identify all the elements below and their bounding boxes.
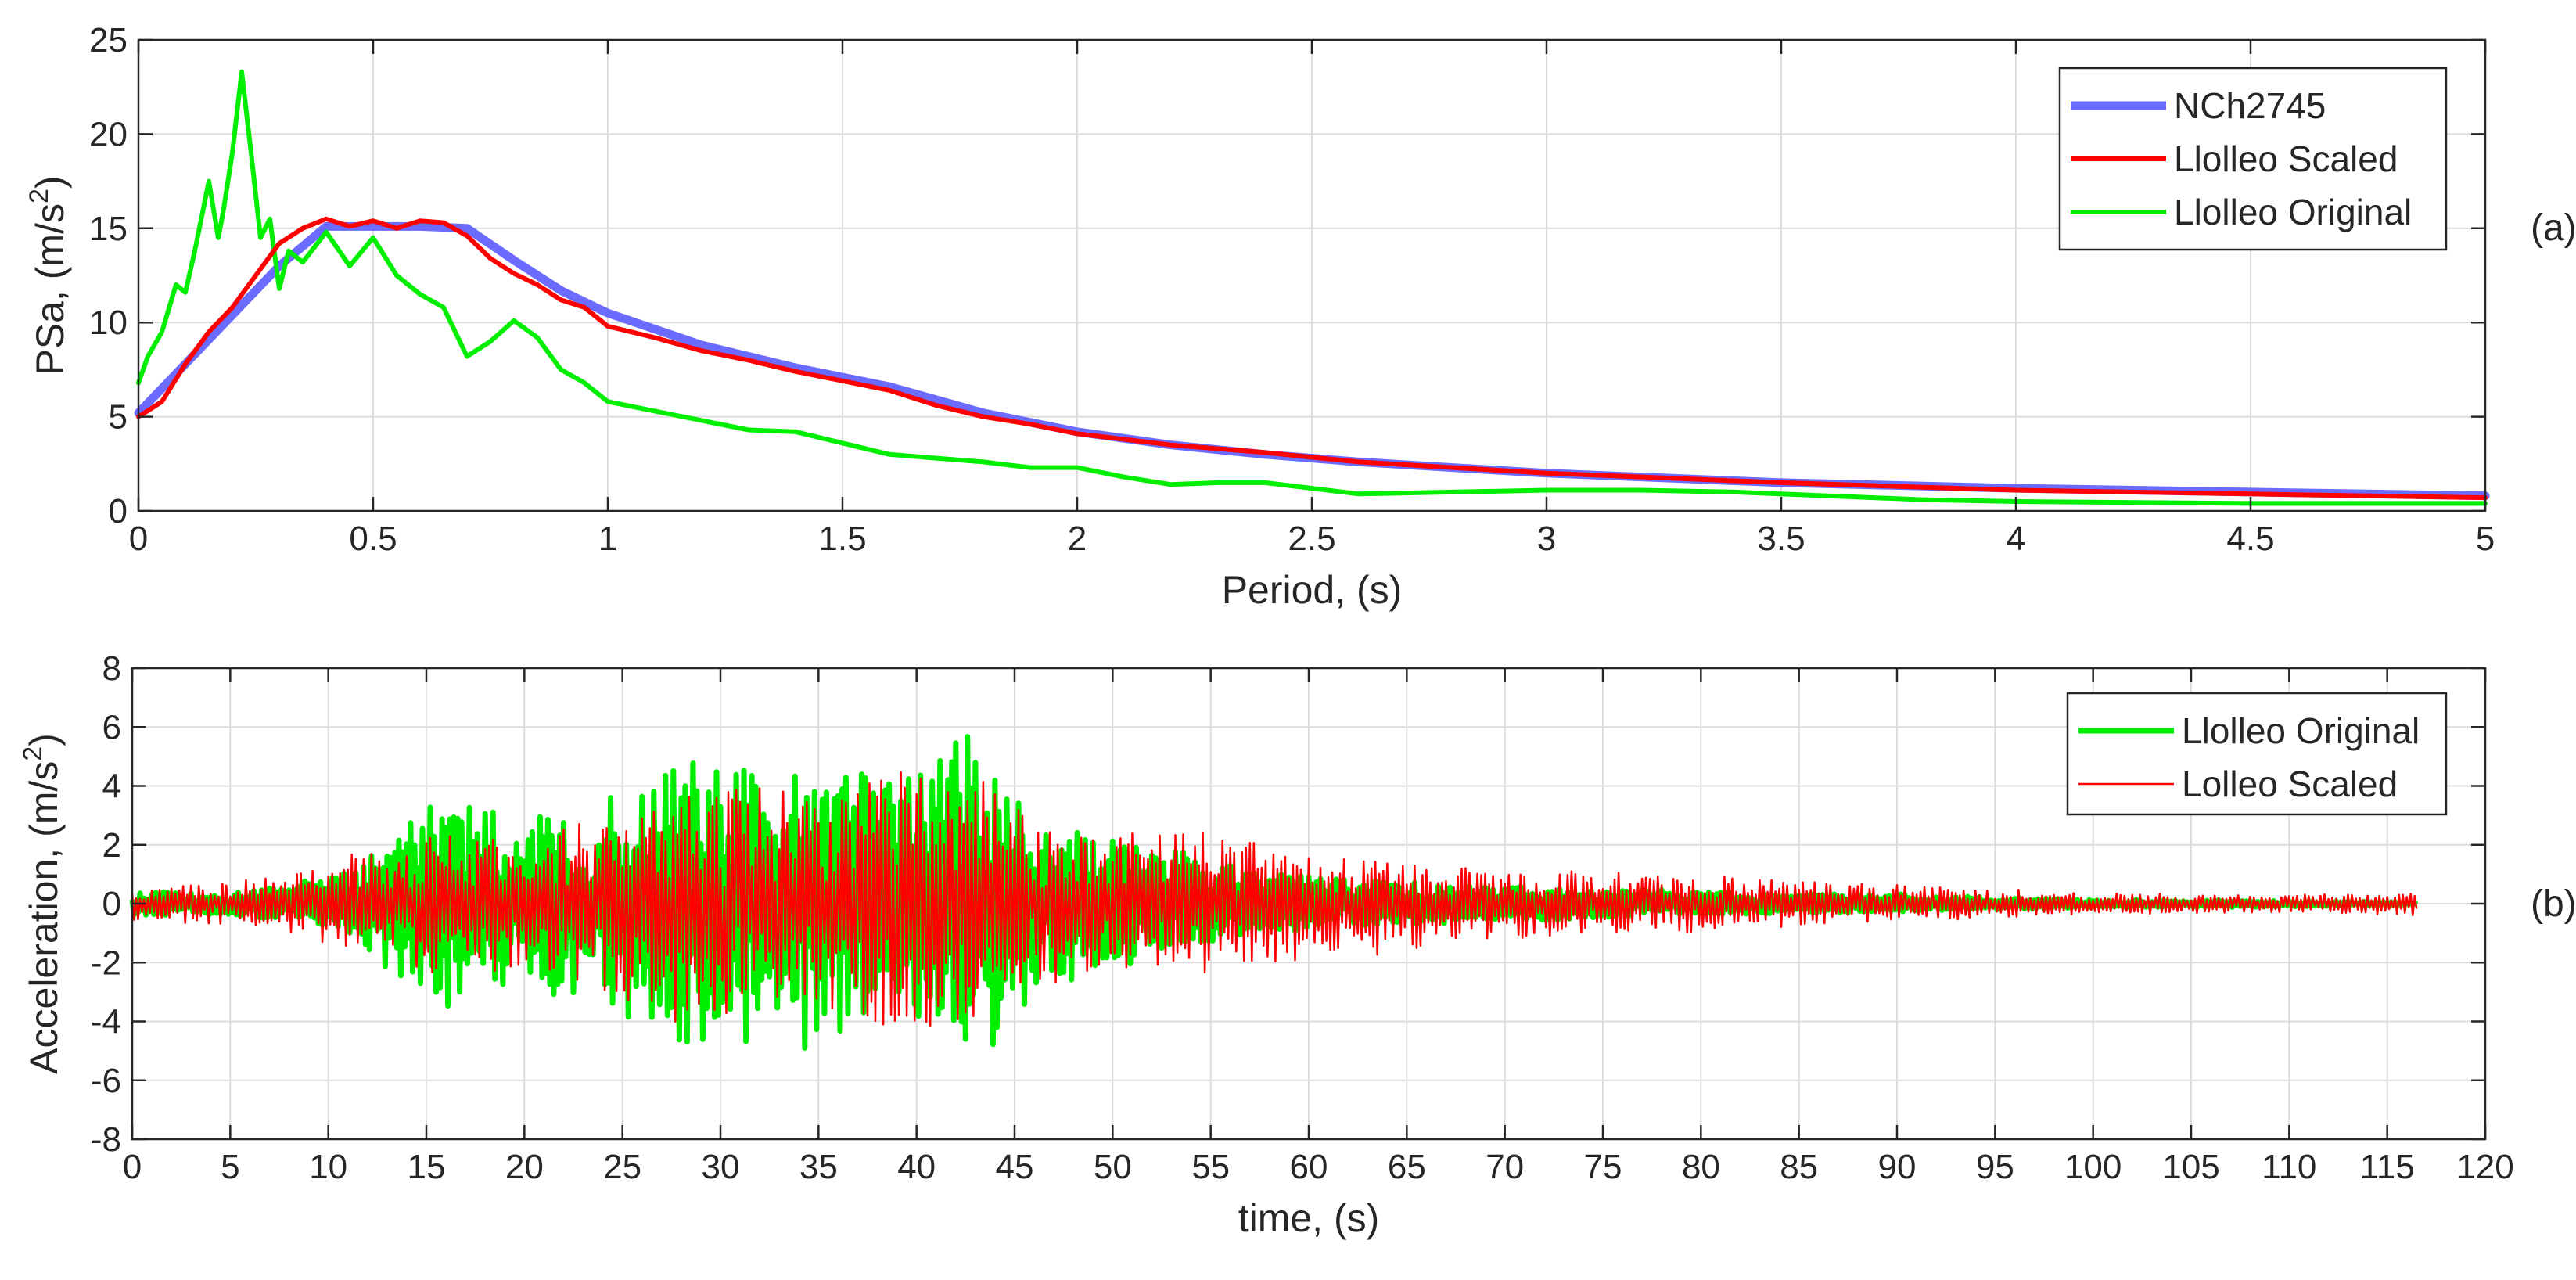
x-tick-label: 5 <box>221 1148 239 1186</box>
y-tick-label: 6 <box>102 708 121 746</box>
legend-entry-label: Llolleo Original <box>2174 192 2412 232</box>
y-tick-label: -6 <box>91 1062 121 1100</box>
y-axis-label-close: ) <box>22 733 66 746</box>
x-tick-label: 65 <box>1388 1148 1426 1186</box>
x-tick-label: 40 <box>897 1148 936 1186</box>
panel-a-psa-spectrum: 0 0.5 1 1.5 2 2.5 3 3.5 4 4.5 5 0 5 10 15 20 25 Period, (… <box>24 21 2576 612</box>
x-tick-label: 90 <box>1878 1148 1917 1186</box>
llolleo-scaled-line <box>136 216 2488 501</box>
legend-entry-label: Llolleo Scaled <box>2174 138 2398 179</box>
x-tick-label: 2 <box>1068 520 1087 558</box>
x-tick-label: 25 <box>603 1148 641 1186</box>
x-tick-label: 75 <box>1584 1148 1622 1186</box>
y-axis-label: PSa, (m/s2) <box>24 175 72 375</box>
llolleo-original-line <box>136 69 2488 506</box>
x-tick-label: 0 <box>129 520 148 558</box>
x-tick-label: 1.5 <box>818 520 866 558</box>
x-tick-label: 115 <box>2360 1148 2415 1186</box>
y-tick-label: -2 <box>91 944 121 982</box>
legend: Llolleo Original Lolleo Scaled <box>2066 692 2448 816</box>
x-tick-label: 110 <box>2262 1148 2316 1186</box>
y-axis-label-close: ) <box>28 175 72 189</box>
legend-entry-label: Llolleo Original <box>2182 710 2420 751</box>
y-tick-label: 4 <box>102 768 121 806</box>
x-tick-label: 15 <box>408 1148 446 1186</box>
y-tick-label: 0 <box>109 492 128 530</box>
x-tick-label: 4.5 <box>2226 520 2274 558</box>
x-tick-label: 70 <box>1486 1148 1524 1186</box>
x-tick-label: 50 <box>1094 1148 1132 1186</box>
x-tick-label: 4 <box>2007 520 2025 558</box>
x-tick-label: 80 <box>1682 1148 1720 1186</box>
y-axis-label-superscript: 2 <box>18 746 48 761</box>
x-tick-label: 100 <box>2064 1148 2122 1186</box>
x-tick-label: 3.5 <box>1757 520 1805 558</box>
x-tick-label: 85 <box>1780 1148 1818 1186</box>
x-tick-label: 0.5 <box>349 520 397 558</box>
x-tick-label: 0 <box>123 1148 142 1186</box>
x-axis-label: time, (s) <box>1238 1196 1380 1240</box>
x-tick-label: 20 <box>505 1148 544 1186</box>
y-axis-label-main: Acceleration, (m/s <box>22 761 66 1074</box>
x-tick-label: 3 <box>1537 520 1556 558</box>
y-axis-label-main: PSa, (m/s <box>28 203 72 375</box>
y-tick-label: 20 <box>89 115 128 153</box>
y-tick-label: 8 <box>102 649 121 688</box>
x-tick-label: 105 <box>2162 1148 2219 1186</box>
y-tick-label: 25 <box>89 21 128 59</box>
panel-label: (a) <box>2531 207 2576 249</box>
x-tick-label: 35 <box>799 1148 838 1186</box>
legend-box <box>2066 692 2448 816</box>
y-tick-label: 2 <box>102 826 121 865</box>
x-tick-label: 2.5 <box>1288 520 1335 558</box>
y-tick-label: -4 <box>91 1003 121 1041</box>
x-tick-label: 5 <box>2476 520 2495 558</box>
x-tick-label: 55 <box>1191 1148 1230 1186</box>
lolleo-scaled-trace <box>131 771 2418 1027</box>
x-tick-label: 120 <box>2456 1148 2513 1186</box>
y-tick-label: 0 <box>102 885 121 923</box>
y-tick-label: -8 <box>91 1120 121 1159</box>
legend-entry-label: Lolleo Scaled <box>2182 764 2398 804</box>
legend: NCh2745 Llolleo Scaled Llolleo Original <box>2058 67 2448 251</box>
x-tick-label: 1 <box>598 520 617 558</box>
x-tick-label: 10 <box>309 1148 347 1186</box>
x-tick-label: 60 <box>1290 1148 1328 1186</box>
y-tick-label: 5 <box>109 398 128 437</box>
y-axis-label-superscript: 2 <box>24 189 54 203</box>
y-tick-label: 15 <box>89 210 128 248</box>
x-tick-label: 45 <box>996 1148 1034 1186</box>
panel-b-acceleration-history: 0 5 10 15 20 25 30 35 40 45 50 55 60 65 70 75 80 85 90 95 10… <box>18 649 2576 1240</box>
x-axis-label: Period, (s) <box>1222 568 1403 612</box>
panel-label: (b) <box>2531 883 2576 925</box>
y-axis-label: Acceleration, (m/s2) <box>18 733 66 1074</box>
x-tick-label: 30 <box>702 1148 740 1186</box>
y-tick-label: 10 <box>89 304 128 342</box>
legend-entry-label: NCh2745 <box>2174 85 2326 126</box>
x-tick-label: 95 <box>1976 1148 2014 1186</box>
